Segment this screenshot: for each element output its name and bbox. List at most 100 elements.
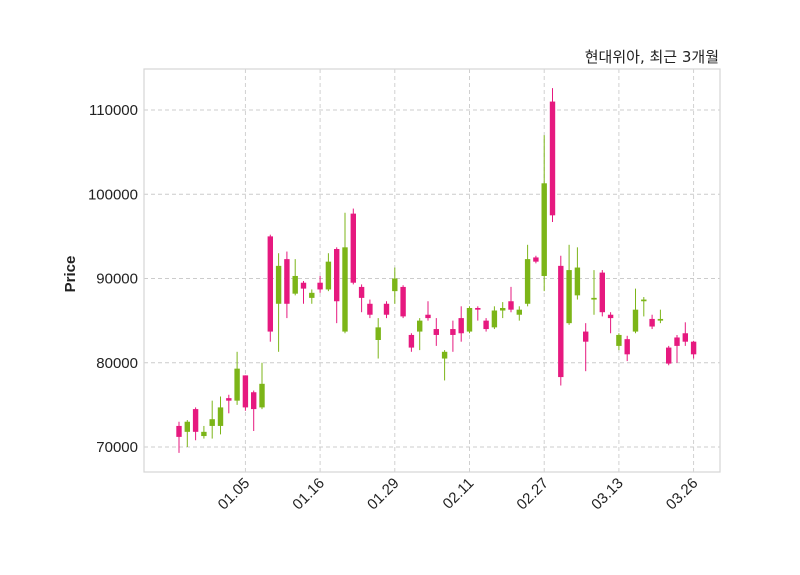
candle-body <box>599 272 605 313</box>
candle-body <box>674 337 680 346</box>
candle-body <box>533 257 539 262</box>
x-tick-label: 01.05 <box>215 475 254 514</box>
candle <box>649 314 655 330</box>
candle <box>334 247 340 324</box>
candle <box>375 318 381 359</box>
candle-body <box>342 247 348 332</box>
candle-body <box>375 327 381 341</box>
candle-body <box>209 419 215 426</box>
candle <box>267 234 273 342</box>
candle <box>392 267 398 304</box>
plot-background <box>144 69 720 472</box>
candle <box>500 302 506 319</box>
candle-body <box>591 297 597 300</box>
candle <box>325 253 332 292</box>
candle-body <box>450 329 456 335</box>
candle <box>342 212 348 334</box>
candle-body <box>475 307 481 310</box>
candle-body <box>433 329 439 335</box>
x-tick-label: 02.11 <box>440 475 478 513</box>
candle <box>176 421 182 453</box>
candle-body <box>242 375 249 408</box>
candle-body <box>334 249 340 302</box>
candle <box>383 301 390 319</box>
candle-body <box>508 301 514 310</box>
candle-body <box>624 339 630 355</box>
candle-body <box>325 261 332 290</box>
candle <box>558 255 564 386</box>
candle <box>192 407 199 441</box>
candle <box>690 340 697 359</box>
candle-body <box>284 259 290 304</box>
y-tick-label: 110000 <box>89 102 138 119</box>
candle <box>641 297 647 317</box>
candle-body <box>350 213 356 283</box>
candle <box>350 208 356 285</box>
candle <box>666 345 672 366</box>
candle-body <box>483 320 489 330</box>
candle-body <box>292 275 298 294</box>
candle-body <box>317 282 323 290</box>
candle <box>425 301 431 321</box>
candle <box>566 244 572 325</box>
candle-body <box>251 392 257 410</box>
candle-body <box>259 383 265 408</box>
candle <box>591 270 597 315</box>
candle-body <box>300 282 307 289</box>
candle-body <box>607 314 614 319</box>
candle <box>599 270 605 317</box>
candle-body <box>682 333 688 342</box>
candle-body <box>500 307 506 311</box>
y-tick-label: 100000 <box>88 186 138 203</box>
candle <box>284 251 290 319</box>
candle <box>524 244 531 307</box>
y-tick-label: 70000 <box>96 439 138 456</box>
candle-body <box>358 286 365 298</box>
candle <box>433 318 439 346</box>
candle <box>475 306 481 321</box>
candle <box>541 135 547 292</box>
candle-body <box>176 425 182 437</box>
candle <box>624 335 630 362</box>
candle <box>226 394 232 414</box>
candle-body <box>267 236 273 332</box>
candle-body <box>616 334 622 346</box>
y-tick-label: 80000 <box>96 355 138 372</box>
candle-body <box>184 421 190 432</box>
candle-body <box>666 347 672 364</box>
candle-body <box>690 341 697 355</box>
candle <box>259 362 265 410</box>
candle-body <box>524 259 531 304</box>
candle <box>209 400 215 439</box>
candle-body <box>491 310 498 328</box>
candle <box>607 312 614 334</box>
candle <box>184 420 190 447</box>
candle <box>201 425 207 439</box>
candle-body <box>425 314 431 319</box>
candle-body <box>657 318 664 321</box>
candle <box>632 288 639 334</box>
candle-body <box>400 286 406 317</box>
candle-body <box>192 409 199 432</box>
candle-body <box>408 334 415 348</box>
candle <box>417 318 423 351</box>
candle <box>400 285 406 319</box>
candle <box>217 396 224 435</box>
candle <box>657 309 664 324</box>
candle-body <box>541 183 547 276</box>
candle <box>275 253 282 352</box>
candle <box>466 306 473 334</box>
candle <box>616 333 622 351</box>
candle <box>583 323 589 372</box>
y-tick-label: 90000 <box>96 271 138 288</box>
candle-body <box>392 278 398 292</box>
candle <box>234 351 240 405</box>
candle-body <box>641 299 647 302</box>
chart-title: 현대위아, 최근 3개월 <box>585 48 719 66</box>
candle-body <box>566 270 572 324</box>
candle <box>358 284 365 313</box>
candle <box>292 259 298 296</box>
candle-body <box>574 267 581 296</box>
